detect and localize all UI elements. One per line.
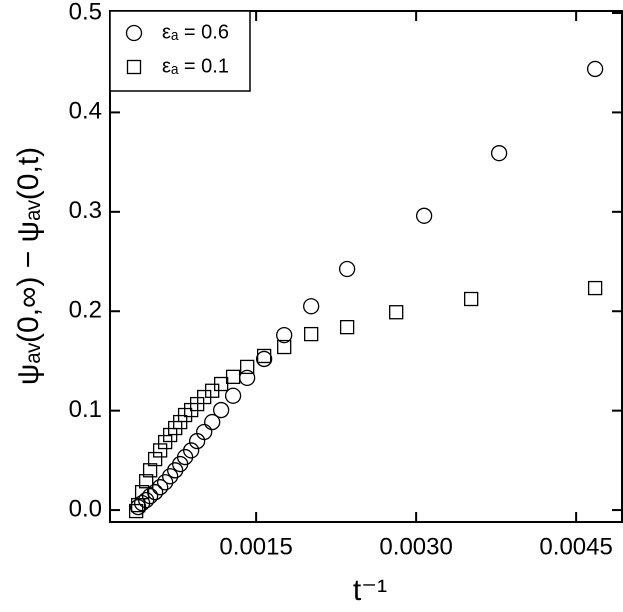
square-marker	[240, 359, 255, 375]
square-marker	[128, 503, 144, 519]
y-tick-label: 0.2	[69, 297, 102, 324]
circle-marker	[239, 369, 256, 386]
x-tick-label: 0.0045	[539, 533, 612, 560]
circle-marker	[490, 145, 508, 162]
legend-box	[109, 10, 251, 92]
square-marker	[225, 369, 241, 385]
y-tick-label: 0.5	[69, 0, 102, 25]
circle-marker	[156, 474, 174, 491]
square-marker	[147, 451, 163, 467]
circle-marker	[183, 442, 200, 459]
square-marker	[152, 443, 168, 458]
square-marker	[277, 339, 292, 355]
circle-marker	[276, 326, 293, 344]
circle-marker	[172, 455, 189, 473]
circle-marker	[303, 298, 320, 315]
square-marker	[157, 434, 173, 450]
circle-marker	[212, 401, 230, 419]
square-marker	[139, 474, 154, 489]
square-marker	[339, 319, 355, 335]
circle-marker	[167, 462, 184, 479]
circle-marker	[204, 413, 221, 431]
circle-marker	[415, 207, 433, 224]
x-axis-label: t⁻¹	[353, 574, 387, 607]
circle-marker	[224, 387, 242, 404]
circle-marker	[338, 260, 356, 278]
y-tick-label: 0.3	[69, 197, 102, 224]
square-marker	[126, 59, 142, 75]
circle-marker	[125, 24, 143, 42]
y-tick-label: 0.0	[69, 495, 102, 522]
square-marker	[464, 291, 479, 307]
circle-marker	[188, 432, 206, 450]
x-tick-label: 0.0030	[379, 533, 452, 560]
legend-label: εₐ = 0.1	[162, 55, 229, 77]
y-axis-label: ψₐᵥ(0,∞) − ψₐᵥ(0,t)	[12, 147, 45, 385]
plot-frame	[109, 10, 623, 523]
circle-marker	[255, 350, 273, 368]
circle-marker	[130, 498, 147, 516]
circle-marker	[162, 468, 179, 485]
square-marker	[587, 280, 603, 296]
square-marker	[304, 326, 319, 342]
circle-marker	[586, 60, 604, 78]
y-tick-label: 0.1	[69, 396, 102, 423]
square-marker	[142, 463, 158, 478]
x-tick-label: 0.0015	[219, 533, 292, 560]
square-marker	[389, 305, 404, 320]
legend-label: εₐ = 0.6	[162, 21, 229, 43]
y-tick-label: 0.4	[69, 98, 102, 125]
square-marker	[256, 348, 272, 364]
